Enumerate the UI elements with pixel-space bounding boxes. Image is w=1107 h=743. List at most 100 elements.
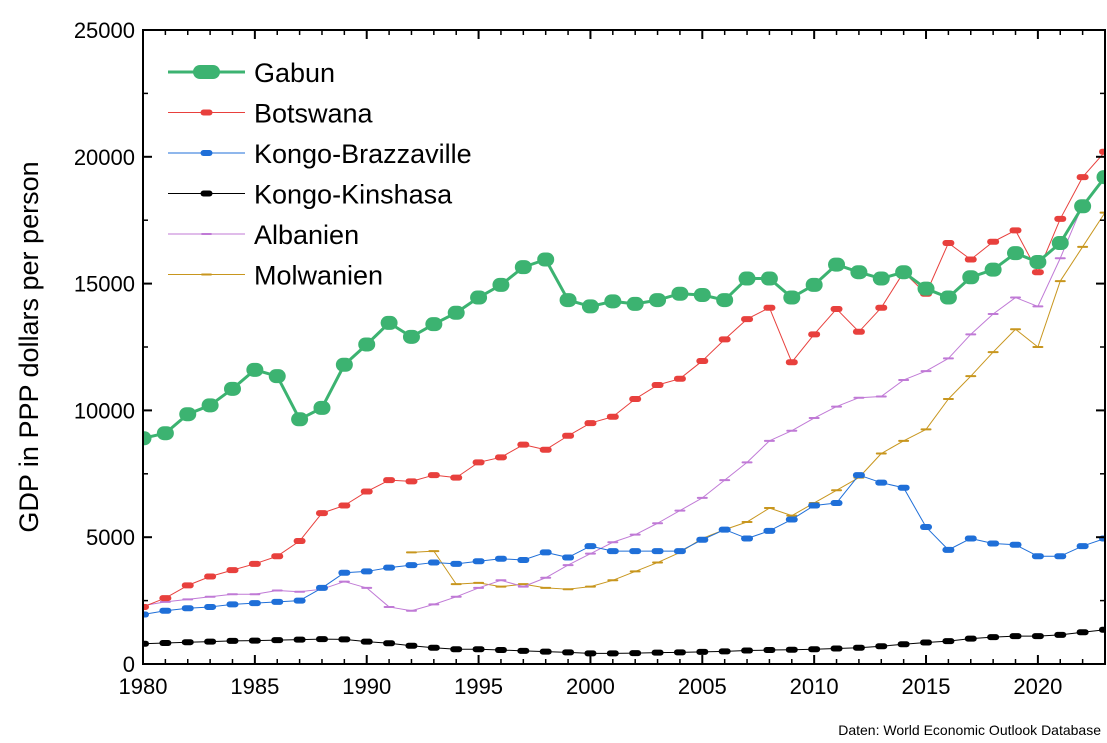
data-point: [271, 598, 284, 605]
data-point: [785, 359, 798, 366]
data-point: [920, 370, 932, 373]
data-point: [338, 580, 350, 583]
data-point: [1099, 626, 1105, 633]
series-albanien: [143, 176, 1105, 612]
x-tick-label: 2005: [678, 674, 727, 699]
data-point: [606, 650, 619, 657]
data-point: [964, 635, 977, 642]
data-point: [875, 452, 887, 455]
data-point: [651, 649, 664, 656]
legend-label: Botswana: [254, 99, 374, 129]
data-point: [987, 634, 1000, 641]
data-point: [964, 535, 977, 542]
data-point: [159, 607, 172, 614]
data-point: [450, 595, 462, 598]
data-point: [741, 535, 754, 542]
data-point: [315, 584, 328, 591]
data-point: [248, 637, 261, 644]
data-point: [358, 337, 376, 352]
data-point: [738, 271, 756, 286]
data-point: [741, 316, 754, 323]
data-point: [1099, 211, 1105, 214]
data-point: [517, 441, 530, 448]
data-point: [785, 516, 798, 523]
data-point: [674, 509, 686, 512]
data-point: [872, 271, 890, 286]
legend-item: Botswana: [168, 99, 374, 129]
data-point: [1096, 170, 1105, 185]
data-point: [143, 640, 149, 647]
data-point: [181, 605, 194, 612]
data-point: [671, 286, 689, 301]
data-point: [673, 548, 686, 555]
data-point: [428, 603, 440, 606]
data-point: [673, 649, 686, 656]
data-point: [920, 524, 933, 531]
data-point: [472, 459, 485, 466]
data-point: [338, 569, 351, 576]
legend-item: Gabun: [168, 58, 335, 88]
data-point: [584, 552, 596, 555]
data-point: [783, 290, 801, 305]
data-point: [179, 407, 197, 422]
data-point: [920, 428, 932, 431]
data-point: [271, 553, 284, 560]
data-point: [875, 643, 888, 650]
data-point: [226, 637, 239, 644]
data-point: [1076, 629, 1089, 636]
data-point: [584, 420, 597, 427]
data-point: [383, 605, 395, 608]
source-note: Daten: World Economic Outlook Database: [838, 722, 1101, 738]
x-tick-label: 1995: [454, 674, 503, 699]
data-point: [830, 645, 843, 652]
legend-label: Molwanien: [254, 261, 383, 291]
data-point: [1032, 305, 1044, 308]
data-point: [360, 568, 373, 575]
data-point: [1099, 148, 1105, 155]
data-point: [760, 271, 778, 286]
data-point: [831, 489, 843, 492]
data-point: [1009, 227, 1022, 234]
legend-item: Albanien: [168, 220, 359, 250]
data-point: [361, 586, 373, 589]
data-point: [763, 527, 776, 534]
data-point: [143, 603, 149, 610]
data-point: [1029, 255, 1047, 270]
x-tick-label: 2000: [566, 674, 615, 699]
data-point: [1054, 280, 1066, 283]
data-point: [875, 395, 887, 398]
data-point: [629, 548, 642, 555]
data-point: [223, 381, 241, 396]
data-point: [693, 288, 711, 303]
data-point: [1074, 199, 1092, 214]
data-point: [651, 548, 664, 555]
data-point: [293, 538, 306, 545]
data-point: [897, 641, 910, 648]
data-point: [540, 576, 552, 579]
data-point: [898, 439, 910, 442]
legend-label: Kongo-Kinshasa: [254, 180, 453, 210]
data-point: [1010, 296, 1022, 299]
legend-label: Kongo-Brazzaville: [254, 139, 472, 169]
data-point: [204, 638, 217, 645]
data-point: [246, 362, 264, 377]
data-point: [159, 639, 172, 646]
data-point: [383, 640, 396, 647]
data-point: [562, 588, 574, 591]
data-point: [805, 277, 823, 292]
data-point: [181, 582, 194, 589]
data-point: [741, 647, 754, 654]
data-point: [673, 375, 686, 382]
data-point: [562, 649, 575, 656]
data-point: [428, 550, 440, 553]
data-point: [852, 328, 865, 335]
data-point: [427, 644, 440, 651]
data-point: [473, 581, 485, 584]
data-point: [450, 560, 463, 567]
data-point: [1054, 215, 1067, 222]
data-point: [514, 260, 532, 275]
data-point: [405, 478, 418, 485]
data-point: [1009, 541, 1022, 548]
data-point: [629, 650, 642, 657]
